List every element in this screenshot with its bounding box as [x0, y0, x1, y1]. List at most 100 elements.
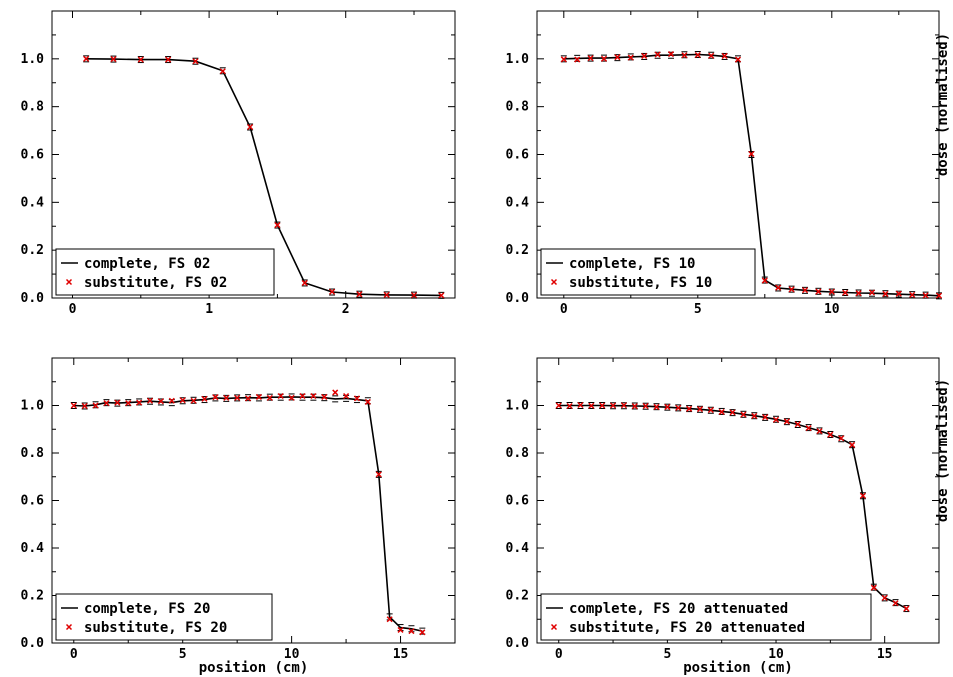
data-point-substitute: [266, 394, 273, 401]
data-point-substitute: [600, 55, 608, 62]
y-tick-label: 0.2: [506, 589, 529, 604]
y-tick-label: 0.8: [21, 446, 45, 461]
x-tick-label: 10: [768, 647, 784, 662]
chart-panel-4: 0.0 0.2 0.4 0.6 0.8 1.0 0 5 10 15 position (cm) dos…: [506, 357, 951, 676]
chart-panel-1: 0.0 0.2 0.4 0.6 0.8 1.0 0 1 2 complete, FS 02 subs…: [21, 10, 456, 317]
data-point-substitute: [599, 402, 606, 409]
data-point-substitute: [383, 291, 390, 298]
data-point-substitute: [110, 56, 117, 63]
data-point-substitute: [828, 288, 835, 295]
data-point-substitute: [740, 411, 747, 418]
data-point-substitute: [566, 402, 573, 410]
data-point-substitute: [574, 56, 581, 63]
data-point-substitute: [868, 289, 876, 296]
data-point-substitute: [664, 403, 671, 410]
data-point-substitute: [801, 287, 809, 294]
legend-label-substitute: substitute, FS 02: [84, 275, 227, 291]
data-point-substitute: [610, 402, 617, 409]
data-point-substitute: [642, 402, 649, 410]
data-point-substitute: [190, 397, 197, 404]
x-tick-label: 15: [393, 647, 409, 662]
data-point-substitute: [408, 628, 415, 635]
y-tick-label: 0.6: [21, 494, 45, 509]
data-point-substitute: [686, 405, 693, 412]
data-point-substitute: [654, 51, 661, 58]
y-tick-label: 0.2: [21, 589, 44, 604]
data-point-substitute: [201, 395, 208, 402]
data-point-substitute: [675, 404, 682, 411]
x-axis-title: position (cm): [683, 660, 793, 676]
data-point-substitute: [70, 402, 77, 409]
data-point-substitute: [895, 290, 902, 297]
data-point-substitute: [137, 56, 144, 63]
y-tick-label: 1.0: [506, 52, 530, 67]
x-tick-label: 2: [342, 302, 350, 317]
data-point-substitute: [397, 626, 404, 633]
data-point-substitute: [788, 286, 795, 293]
x-tick-label: 1: [205, 302, 213, 317]
legend-marker-swatch: [65, 278, 73, 286]
data-point-substitute: [419, 629, 426, 636]
data-point-substitute: [247, 123, 254, 131]
y-tick-label: 0.6: [21, 148, 45, 163]
data-point-substitute: [859, 492, 866, 499]
data-point-substitute: [588, 402, 595, 409]
y-tick-label: 0.6: [506, 148, 530, 163]
data-point-substitute: [667, 51, 675, 58]
data-point-substitute: [718, 408, 725, 415]
data-point-substitute: [815, 288, 822, 295]
y-tick-label: 0.8: [21, 100, 45, 115]
data-point-substitute: [192, 58, 199, 65]
legend-label-complete: complete, FS 20 attenuated: [569, 601, 788, 617]
legend-box: [55, 248, 275, 296]
legend-box: [55, 593, 273, 641]
data-point-substitute: [761, 277, 768, 284]
data-point-substitute: [681, 52, 688, 59]
data-point-substitute: [364, 398, 371, 405]
x-tick-label: 0: [69, 302, 77, 317]
data-point-substitute: [614, 54, 621, 61]
data-point-substitute: [653, 403, 660, 410]
data-point-substitute: [881, 594, 888, 601]
y-tick-label: 0.0: [21, 636, 45, 651]
data-point-substitute: [301, 279, 308, 286]
y-tick-label: 0.0: [21, 291, 45, 306]
data-point-substitute: [631, 403, 638, 410]
data-point-substitute: [794, 421, 801, 428]
data-point-substitute: [114, 399, 121, 406]
data-point-substitute: [587, 55, 594, 62]
data-point-substitute: [223, 394, 230, 401]
data-point-substitute: [783, 418, 790, 425]
legend-box: [540, 593, 872, 641]
data-point-substitute: [762, 414, 769, 421]
data-point-substitute: [92, 402, 99, 409]
y-tick-label: 0.2: [506, 243, 529, 258]
y-tick-label: 0.0: [506, 636, 530, 651]
data-point-substitute: [356, 291, 363, 298]
data-point-substitute: [842, 289, 849, 296]
x-tick-label: 0: [560, 302, 568, 317]
data-point-substitute: [729, 409, 736, 416]
data-point-substitute: [577, 401, 584, 409]
data-point-substitute: [386, 616, 393, 623]
legend-marker-swatch: [65, 623, 73, 631]
x-tick-label: 5: [179, 647, 187, 662]
data-point-substitute: [892, 600, 899, 607]
data-point-substitute: [555, 402, 562, 409]
y-tick-label: 0.4: [506, 195, 530, 210]
y-tick-label: 0.8: [506, 446, 530, 461]
legend-label-complete: complete, FS 02: [84, 256, 210, 272]
data-point-substitute: [855, 290, 862, 297]
data-point-substitute: [922, 292, 929, 299]
data-point-substitute: [353, 395, 361, 402]
data-point-substitute: [255, 393, 262, 400]
y-tick-label: 0.4: [21, 195, 45, 210]
legend-label-substitute: substitute, FS 20 attenuated: [569, 620, 805, 636]
data-point-substitute: [708, 52, 715, 59]
data-point-substitute: [410, 292, 418, 299]
data-point-substitute: [212, 394, 219, 401]
data-point-substitute: [775, 284, 782, 291]
data-point-substitute: [805, 425, 812, 432]
data-point-substitute: [707, 406, 714, 414]
data-point-substitute: [125, 400, 132, 407]
